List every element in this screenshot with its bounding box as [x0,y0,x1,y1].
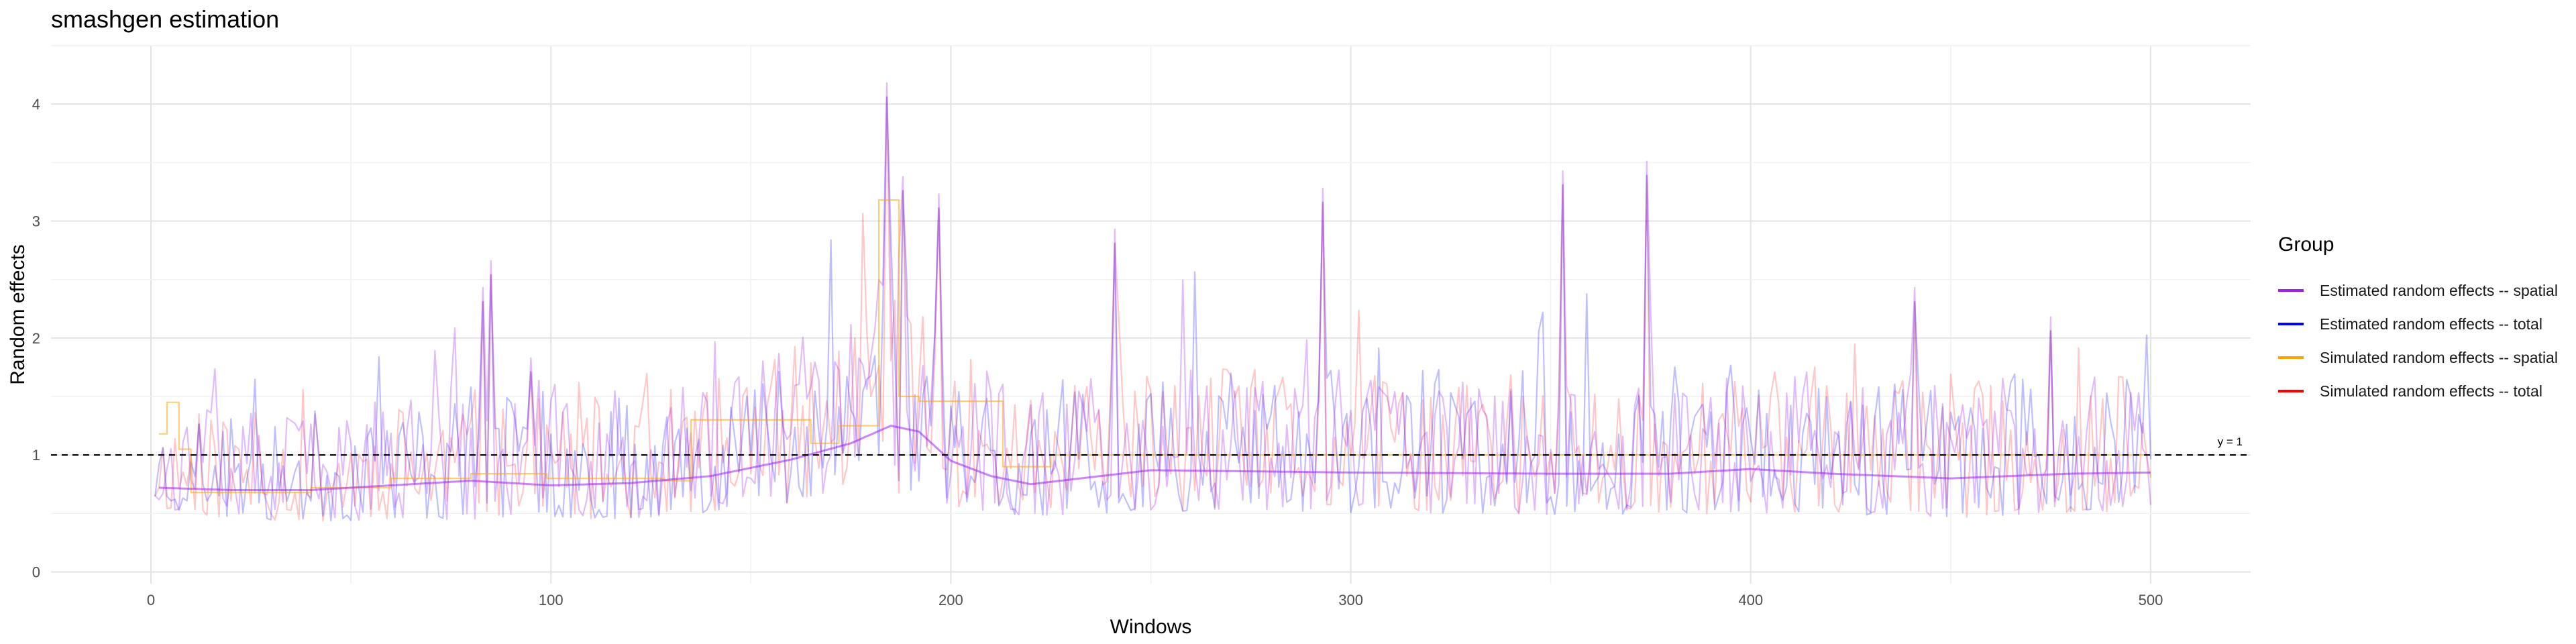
legend-label: Simulated random effects -- spatial [2320,348,2558,366]
x-tick-label: 200 [938,592,963,608]
series-line-estimated-total [154,96,2152,522]
y-tick-label: 3 [32,213,40,230]
legend-label: Simulated random effects -- total [2320,382,2542,400]
series-line-estimated-spatial-raw [154,82,2152,521]
x-tick-label: 100 [539,592,564,608]
legend-item: Estimated random effects -- total [2278,307,2558,341]
y-tick-label: 4 [32,96,40,113]
y-axis-label: Random effects [7,244,29,385]
plot-area: 0 100 200 300 400 500 0 1 2 3 4 Windows Random effec… [7,45,2251,638]
legend-label: Estimated random effects -- spatial [2320,281,2558,299]
legend-key [2278,356,2304,359]
reference-line-label: y = 1 [2218,435,2243,448]
series-line-simulated-spatial [159,199,2151,494]
legend-title: Group [2278,233,2334,256]
legend-item: Simulated random effects -- spatial [2278,341,2558,374]
series-line-simulated-total [154,96,2152,522]
legend-item: Estimated random effects -- spatial [2278,274,2558,307]
series-line-estimated-spatial-smooth [158,425,2151,491]
legend-key [2278,323,2304,325]
y-tick-label: 1 [32,447,40,464]
y-tick-label: 2 [32,330,40,347]
x-tick-label: 300 [1338,592,1363,608]
x-tick-label: 500 [2139,592,2163,608]
x-tick-label: 0 [147,592,155,608]
legend: Group Estimated random effects -- spatia… [2278,233,2558,408]
x-axis-label: Windows [1110,616,1192,638]
legend-item: Simulated random effects -- total [2278,374,2558,408]
chart-title: smashgen estimation [51,5,280,33]
legend-label: Estimated random effects -- total [2320,315,2542,333]
legend-items: Estimated random effects -- spatial Estim… [2278,274,2558,408]
x-tick-label: 400 [1738,592,1763,608]
legend-key [2278,390,2304,392]
y-tick-label: 0 [32,564,40,581]
legend-key [2278,289,2304,292]
